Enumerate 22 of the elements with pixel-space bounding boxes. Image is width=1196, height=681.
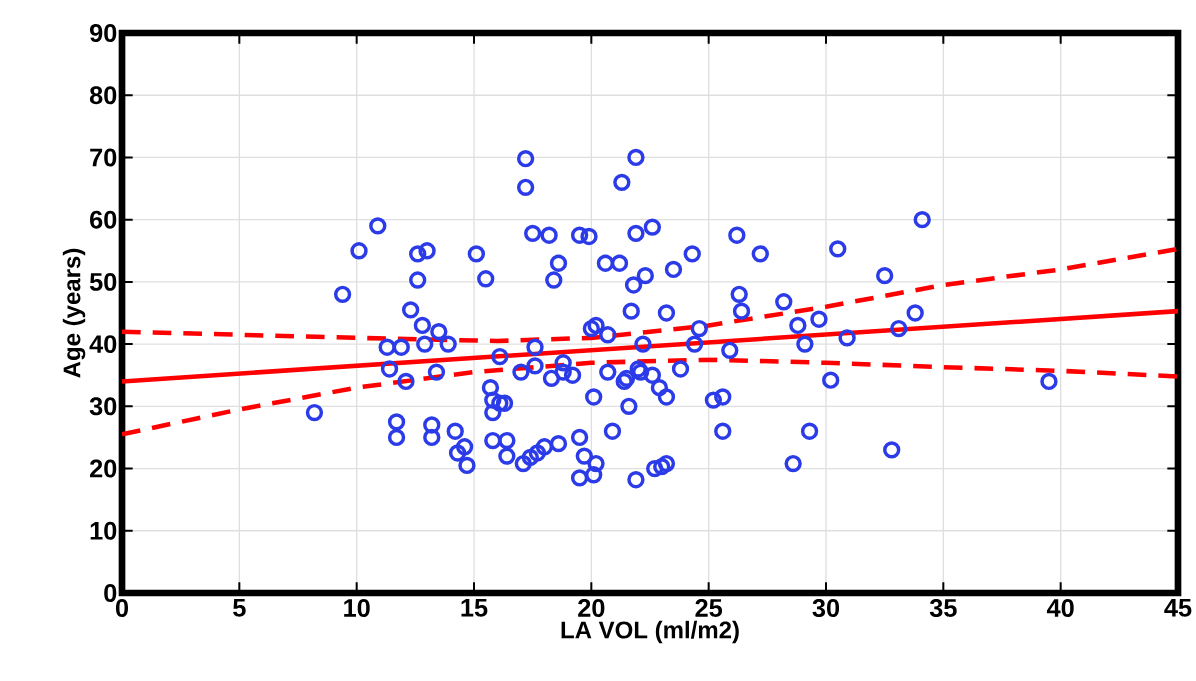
y-tick-label: 60 bbox=[90, 210, 117, 229]
y-tick-label: 50 bbox=[89, 272, 117, 291]
y-tick-label: 80 bbox=[89, 86, 117, 105]
x-tick-label: 25 bbox=[695, 599, 723, 617]
y-tick-label: 20 bbox=[90, 459, 117, 478]
y-tick-label: 90 bbox=[90, 24, 117, 42]
x-tick-label: 5 bbox=[233, 599, 246, 617]
x-tick-label: 15 bbox=[461, 599, 488, 617]
y-tick-label: 10 bbox=[90, 521, 117, 540]
x-axis-title: LA VOL (ml/m2) bbox=[561, 620, 739, 644]
x-tick-label: 40 bbox=[1046, 599, 1074, 617]
x-tick-label: 0 bbox=[115, 599, 129, 617]
y-tick-label: 70 bbox=[90, 148, 117, 167]
y-tick-label: 30 bbox=[89, 397, 117, 416]
y-axis-title: Age (years) bbox=[62, 248, 86, 378]
x-tick-label: 35 bbox=[929, 599, 957, 618]
y-tick-label: 0 bbox=[104, 584, 117, 602]
x-tick-label: 20 bbox=[578, 599, 605, 617]
y-tick-label: 40 bbox=[89, 335, 117, 354]
x-tick-label: 45 bbox=[1164, 599, 1192, 617]
x-tick-label: 10 bbox=[344, 599, 370, 617]
x-tick-label: 30 bbox=[812, 599, 840, 618]
